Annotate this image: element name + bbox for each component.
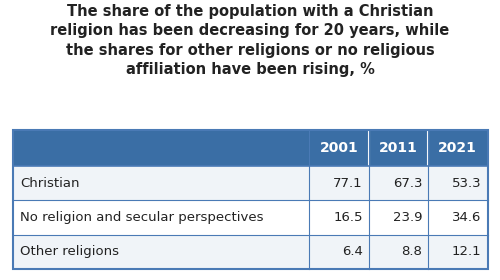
Text: 12.1: 12.1 <box>452 245 482 258</box>
Text: 34.6: 34.6 <box>452 211 482 224</box>
Text: 2001: 2001 <box>320 141 358 155</box>
Text: 16.5: 16.5 <box>333 211 362 224</box>
Text: Christian: Christian <box>20 177 80 190</box>
Text: 6.4: 6.4 <box>342 245 362 258</box>
Text: 2021: 2021 <box>438 141 477 155</box>
Text: The share of the population with a Christian
religion has been decreasing for 20: The share of the population with a Chris… <box>50 4 450 77</box>
Text: 53.3: 53.3 <box>452 177 482 190</box>
Text: 77.1: 77.1 <box>333 177 362 190</box>
Text: 67.3: 67.3 <box>392 177 422 190</box>
Text: 2011: 2011 <box>379 141 418 155</box>
Text: Other religions: Other religions <box>20 245 119 258</box>
Text: No religion and secular perspectives: No religion and secular perspectives <box>20 211 264 224</box>
Text: 23.9: 23.9 <box>392 211 422 224</box>
Text: 8.8: 8.8 <box>401 245 422 258</box>
